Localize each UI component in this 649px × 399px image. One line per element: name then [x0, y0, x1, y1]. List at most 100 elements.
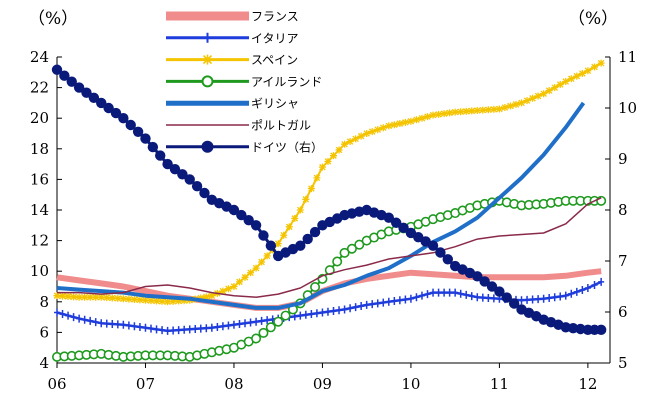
data-point	[86, 293, 94, 301]
data-point	[490, 105, 498, 113]
data-point	[584, 67, 592, 75]
data-point	[199, 187, 210, 199]
data-point	[518, 99, 526, 107]
data-point	[584, 284, 591, 293]
right-tick-label: 7	[618, 252, 628, 270]
data-point	[597, 59, 605, 67]
data-point	[65, 311, 72, 320]
data-point	[263, 252, 271, 260]
data-point	[546, 293, 553, 302]
series-4	[56, 101, 586, 310]
data-point	[407, 117, 415, 125]
data-point	[556, 81, 564, 89]
data-point	[374, 299, 381, 308]
data-point	[140, 133, 151, 144]
data-point	[147, 141, 159, 153]
legend-label: イタリア	[251, 31, 299, 45]
data-point	[274, 240, 282, 248]
data-point	[451, 108, 459, 116]
data-point	[180, 297, 188, 305]
data-point	[339, 247, 350, 258]
data-point	[501, 292, 512, 303]
data-point	[81, 87, 92, 98]
right-tick-label: 9	[618, 150, 628, 168]
series-line	[56, 101, 586, 310]
legend-label: フランス	[251, 10, 299, 24]
data-point	[495, 105, 503, 113]
data-point	[562, 291, 569, 300]
legend-label: ギリシャ	[251, 97, 299, 111]
data-point	[228, 204, 240, 216]
x-tick-label: 06	[47, 375, 66, 393]
data-point	[457, 108, 465, 116]
data-point	[430, 288, 437, 297]
data-point	[319, 308, 326, 317]
data-point	[540, 294, 547, 303]
data-point	[309, 226, 321, 238]
data-point	[494, 286, 505, 297]
data-point	[142, 323, 149, 332]
data-point	[230, 320, 237, 329]
data-point	[523, 97, 531, 105]
right-tick-label: 8	[618, 201, 628, 219]
data-point	[412, 116, 420, 124]
data-point	[418, 291, 425, 300]
data-point	[64, 292, 72, 300]
data-point	[118, 113, 129, 124]
data-point	[110, 107, 122, 119]
left-tick-label: 8	[39, 293, 49, 311]
data-point	[396, 296, 403, 305]
data-point	[164, 298, 172, 306]
data-point	[59, 70, 70, 81]
data-point	[103, 102, 114, 114]
data-point	[518, 296, 525, 305]
data-point	[579, 285, 586, 294]
data-point	[250, 220, 262, 231]
axes: 4 6 8 10 12 14 16 18 20 22 24 5 6 7 8 9 10 11 06 07 08 09 10 11…	[30, 48, 637, 393]
data-point	[125, 295, 133, 303]
data-point	[591, 280, 598, 289]
data-point	[243, 215, 254, 226]
data-point	[258, 316, 265, 325]
data-point	[346, 138, 354, 146]
data-point	[214, 323, 221, 332]
data-point	[224, 285, 232, 293]
data-point	[302, 310, 309, 319]
data-point	[524, 295, 531, 304]
data-point	[291, 214, 299, 222]
data-point	[452, 288, 459, 297]
data-point	[363, 300, 370, 309]
data-point	[295, 240, 306, 251]
data-point	[153, 297, 161, 305]
data-point	[486, 281, 498, 292]
data-point	[125, 119, 136, 131]
data-point	[529, 94, 537, 102]
data-point	[158, 297, 166, 305]
series-6	[51, 64, 607, 336]
data-point	[96, 97, 107, 109]
data-point	[202, 293, 210, 301]
data-point	[159, 326, 166, 335]
data-point	[508, 298, 520, 309]
data-point	[313, 174, 321, 182]
data-point	[155, 150, 166, 161]
data-point	[97, 293, 105, 301]
data-point	[192, 324, 199, 333]
data-point	[131, 322, 138, 331]
data-point	[103, 294, 111, 302]
data-point	[114, 294, 122, 302]
data-point	[98, 319, 105, 328]
data-point	[302, 195, 310, 203]
data-point	[357, 132, 365, 140]
data-point	[81, 315, 88, 324]
data-point	[385, 297, 392, 306]
left-tick-label: 20	[30, 109, 49, 127]
plot-area	[51, 59, 607, 362]
x-tick-label: 09	[313, 375, 332, 393]
data-point	[380, 298, 387, 307]
data-point	[208, 292, 216, 300]
data-point	[551, 293, 558, 302]
data-point	[147, 297, 155, 305]
data-point	[535, 295, 542, 304]
